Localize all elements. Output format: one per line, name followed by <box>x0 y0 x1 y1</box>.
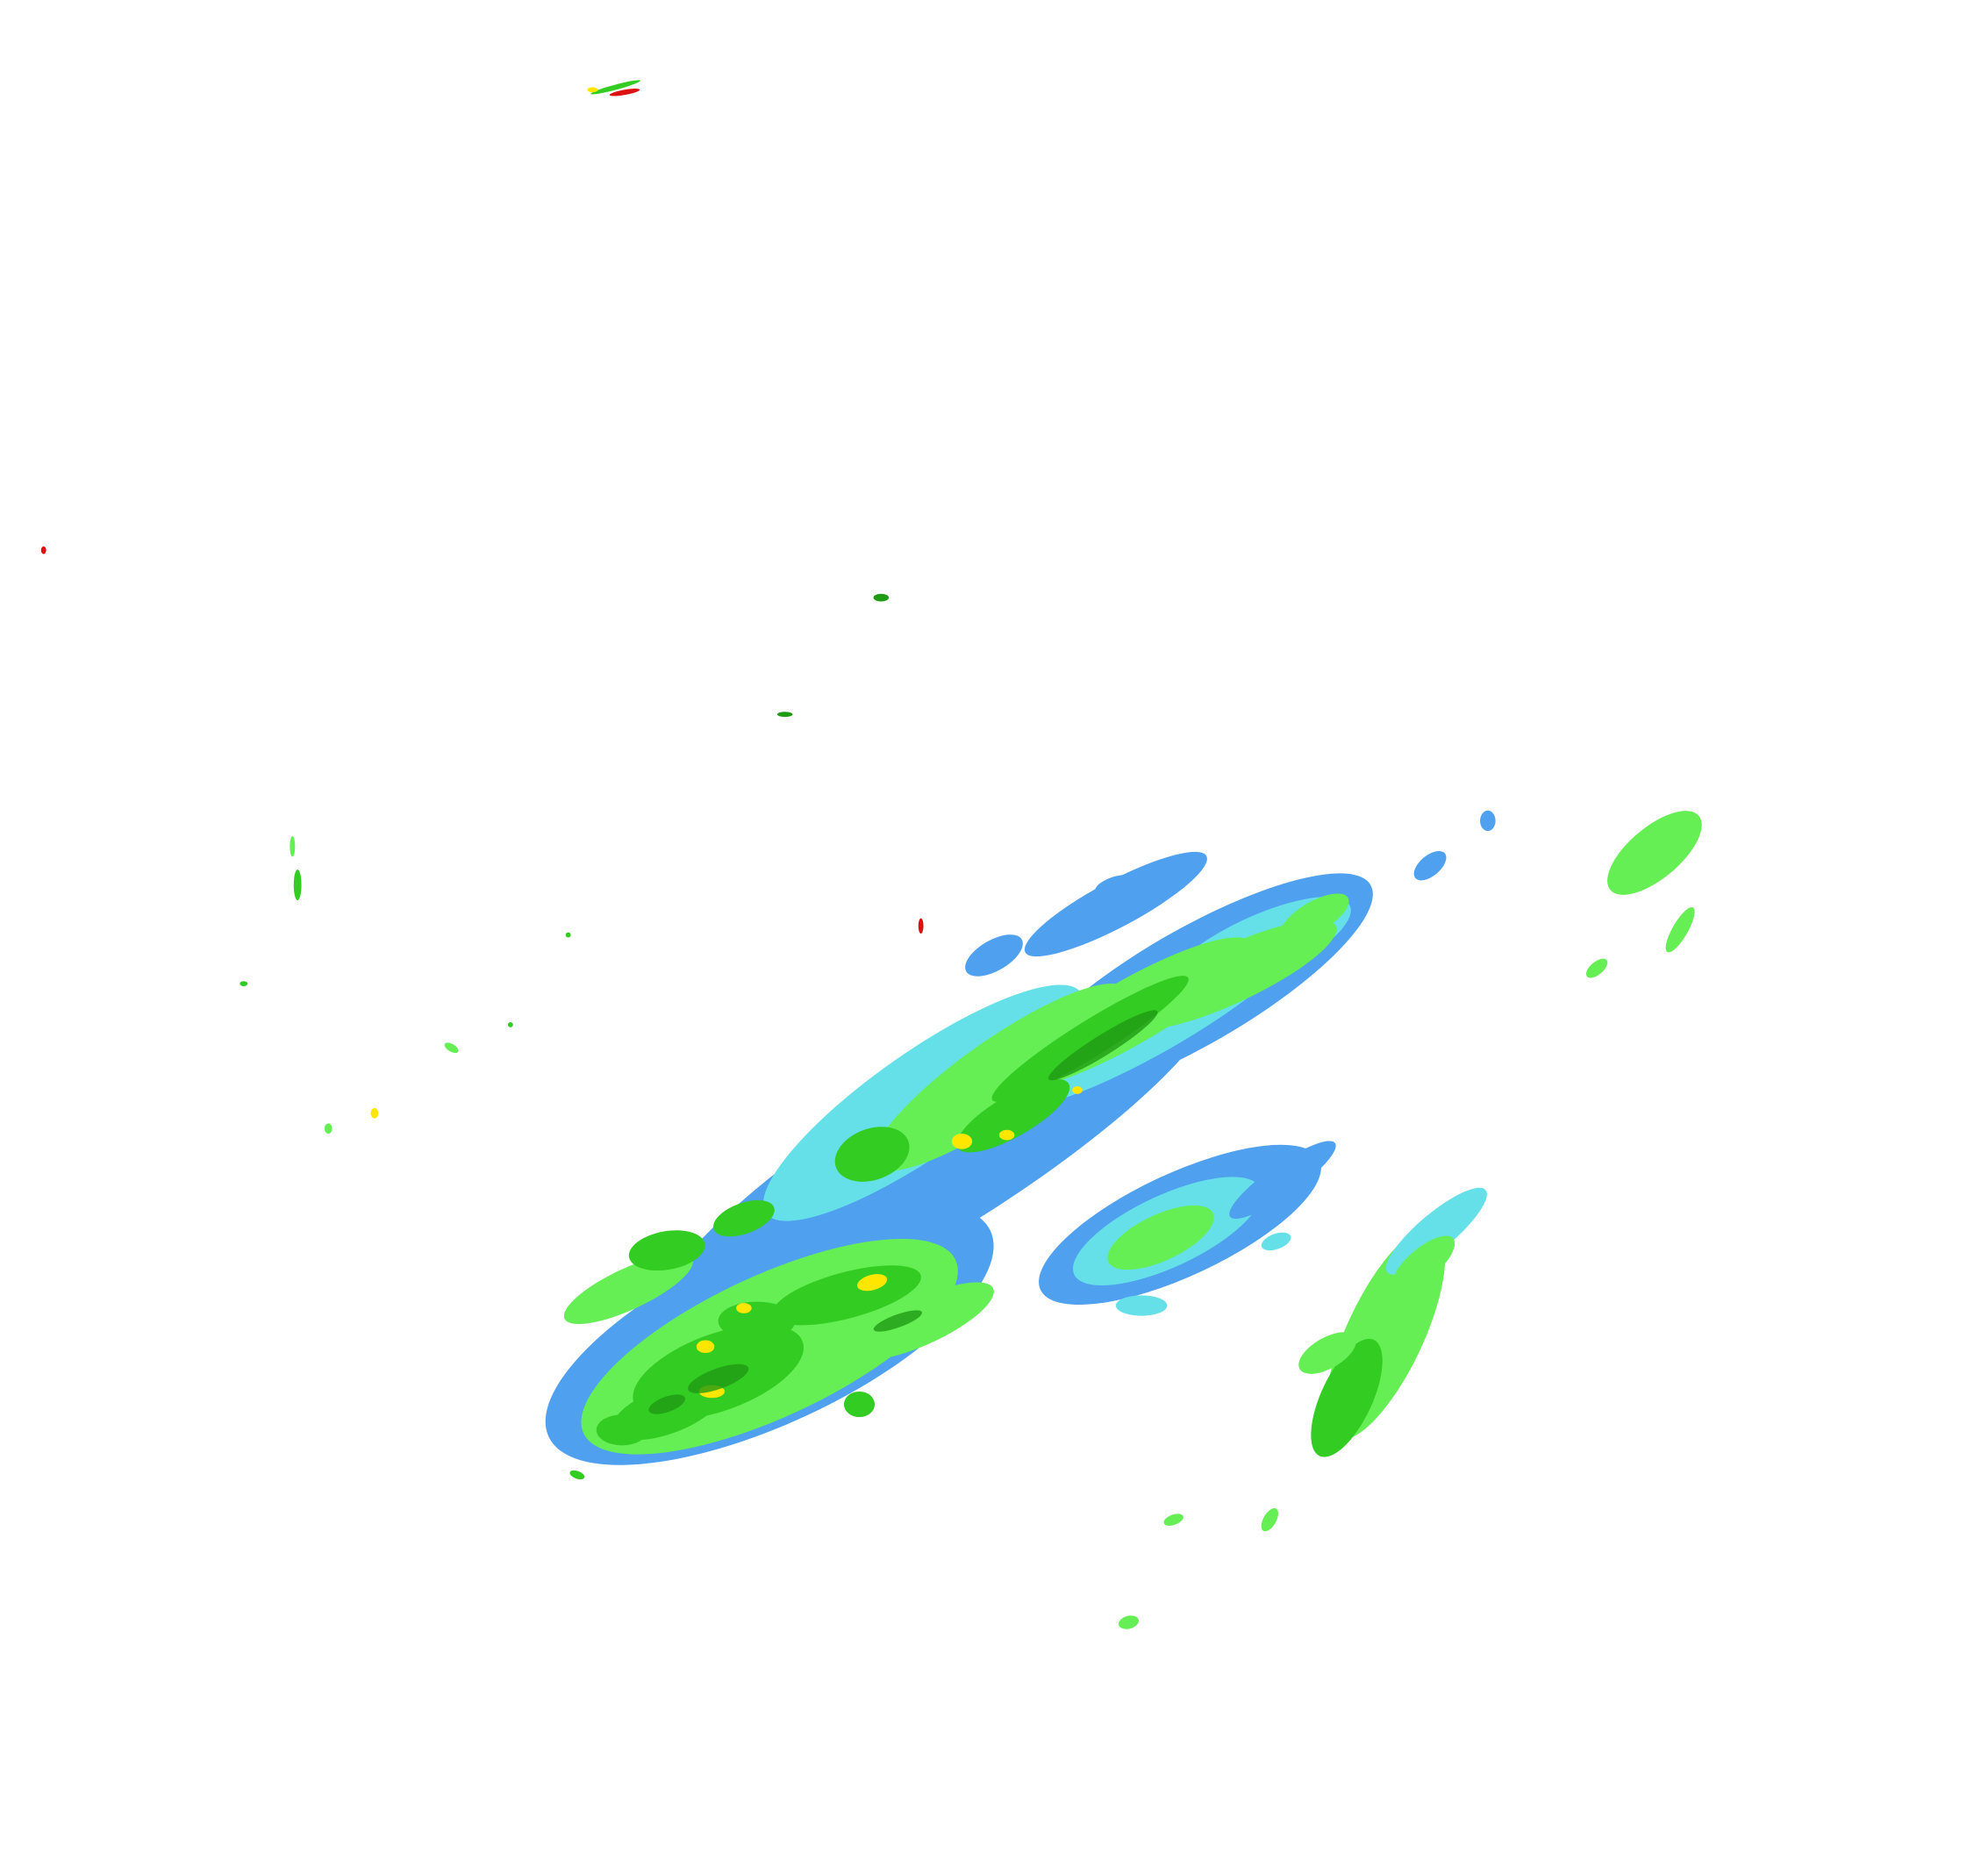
echo-light-green <box>1119 1615 1139 1629</box>
echo-yellow <box>587 87 598 93</box>
echo-light-green <box>444 1042 459 1054</box>
echo-green <box>713 1199 775 1237</box>
echo-yellow <box>998 1129 1015 1141</box>
echo-light-green <box>1298 1332 1356 1374</box>
echo-green <box>507 1021 513 1027</box>
echo-light-green <box>1163 1514 1184 1526</box>
echo-light-green <box>1607 811 1702 895</box>
echo-green <box>596 1414 648 1446</box>
echo-light-blue <box>965 934 1023 977</box>
echo-green <box>628 1230 705 1271</box>
echo-cyan <box>1115 1295 1168 1316</box>
echo-light-green <box>324 1123 333 1134</box>
echo-light-green <box>1392 1235 1455 1291</box>
echo-light-blue <box>1095 875 1132 895</box>
echo-green <box>569 1470 585 1480</box>
echo-green <box>590 80 640 95</box>
echo-red <box>609 89 640 97</box>
echo-yellow <box>696 1340 715 1354</box>
echo-yellow <box>857 1274 888 1292</box>
echo-light-green <box>1261 1507 1278 1532</box>
echo-green <box>843 1391 876 1418</box>
echo-red <box>918 918 924 934</box>
echo-light-green <box>1665 907 1695 953</box>
echo-dark-green <box>873 593 890 602</box>
echo-green <box>956 1078 1070 1153</box>
echo-green <box>834 1127 910 1182</box>
echo-light-green <box>1126 920 1337 1030</box>
echo-yellow <box>736 1303 752 1313</box>
echo-light-green <box>853 1282 994 1360</box>
echo-green <box>1311 1338 1383 1457</box>
echo-green <box>565 932 571 938</box>
echo-core <box>648 1394 686 1414</box>
echo-core <box>688 1363 749 1393</box>
echo-light-green <box>290 836 296 857</box>
echo-red <box>40 546 46 555</box>
echo-core <box>873 1310 922 1332</box>
echo-light-blue <box>1024 851 1207 957</box>
precipitation-echoes <box>40 80 1702 1629</box>
echo-green <box>240 981 248 987</box>
echo-yellow <box>1072 1086 1083 1094</box>
echo-light-blue <box>1480 810 1496 832</box>
echo-yellow <box>370 1107 379 1119</box>
echo-green <box>991 976 1189 1102</box>
echo-yellow <box>951 1134 973 1149</box>
echo-light-green <box>1107 1205 1214 1270</box>
echo-green <box>293 870 302 901</box>
echo-green <box>718 1301 796 1341</box>
echo-light-green <box>1585 958 1608 978</box>
echo-light-green <box>1280 893 1349 941</box>
echo-light-blue <box>1413 850 1447 881</box>
echo-light-green <box>563 1253 693 1325</box>
echo-cyan <box>1261 1232 1291 1251</box>
echo-cyan <box>1385 1187 1487 1275</box>
echo-light-blue <box>1229 1141 1336 1220</box>
echo-core <box>1048 1010 1158 1081</box>
echo-dark-green <box>776 712 793 718</box>
